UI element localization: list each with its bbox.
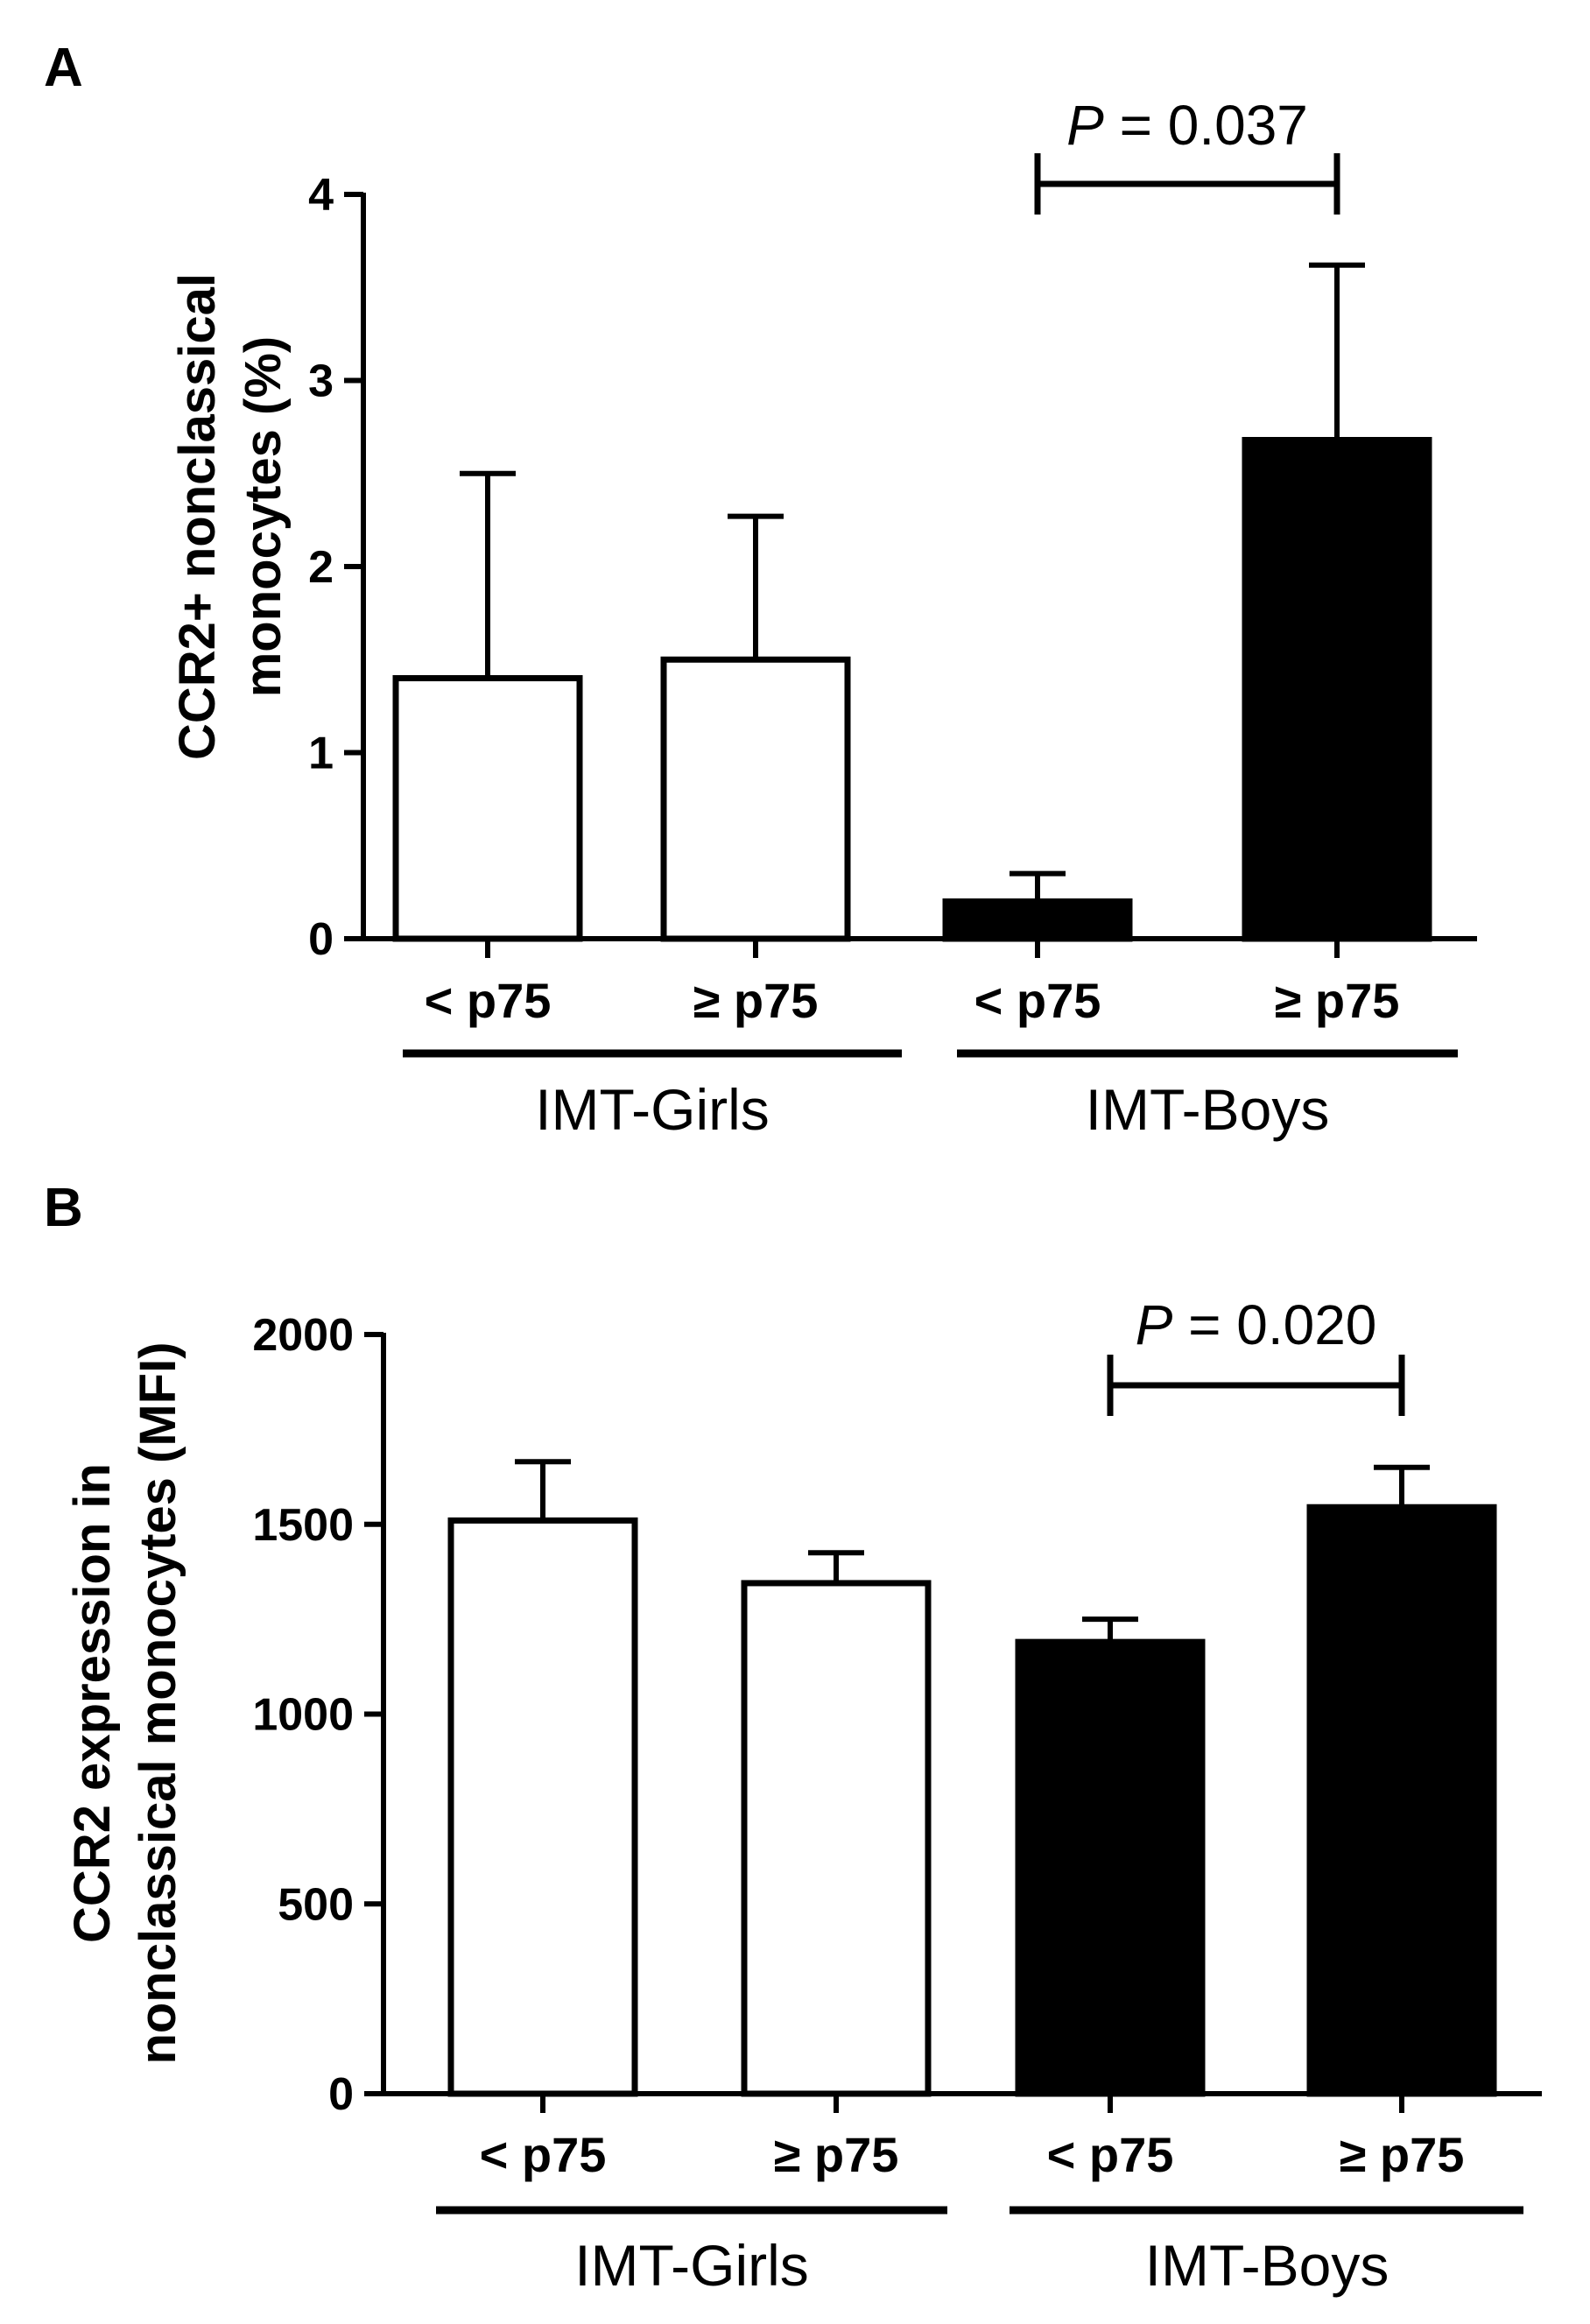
bar: [1242, 437, 1432, 942]
chart-panel-b: B 0 500 1000 1500 2000 CCR2 expression in noncl…: [44, 1178, 1542, 2298]
y-tick-label: 2000: [252, 1310, 354, 1361]
p-value-text: = 0.020: [1172, 1293, 1376, 1356]
category-label: ≥ p75: [1340, 2127, 1465, 2182]
y-tick-label: 3: [308, 356, 334, 407]
category-label: < p75: [1047, 2127, 1174, 2182]
panel-label: A: [44, 38, 83, 98]
bar: [392, 675, 583, 942]
y-tick-label: 500: [278, 1879, 354, 1930]
p-value-symbol: P: [1136, 1293, 1173, 1356]
y-tick-label: 0: [328, 2069, 354, 2120]
p-value-label: P = 0.037: [1066, 94, 1308, 157]
y-tick-label: 2: [308, 542, 334, 593]
group-label: IMT-Boys: [1086, 1077, 1330, 1142]
category-label: < p75: [480, 2127, 607, 2182]
panel-label: B: [44, 1178, 83, 1238]
group-label: IMT-Boys: [1145, 2233, 1389, 2298]
chart-panel-a: A 0 1 2 3 4 CCR2+ nonclassical monocytes (%) < p…: [44, 38, 1477, 1142]
y-axis-title-line: CCR2+ nonclassical: [169, 273, 226, 760]
bar: [1306, 1504, 1497, 2097]
y-tick-label: 0: [308, 914, 334, 965]
y-tick-label: 1: [308, 729, 334, 779]
p-value-text: = 0.037: [1104, 94, 1308, 157]
y-tick-label: 1500: [252, 1500, 354, 1551]
category-label: ≥ p75: [693, 973, 819, 1028]
bar: [660, 656, 851, 942]
y-tick-label: 4: [308, 170, 334, 221]
bar: [1015, 1638, 1206, 2097]
p-value-symbol: P: [1066, 94, 1104, 157]
bar: [942, 898, 1133, 942]
bar: [741, 1580, 932, 2097]
bar: [447, 1517, 638, 2097]
y-tick-label: 1000: [252, 1690, 354, 1741]
y-axis-title-line: CCR2 expression in: [64, 1463, 121, 1943]
y-axis-title-line: monocytes (%): [235, 336, 292, 698]
category-label: < p75: [425, 973, 552, 1028]
group-label: IMT-Girls: [574, 2233, 809, 2298]
group-label: IMT-Girls: [535, 1077, 770, 1142]
y-axis-title-line: nonclassical monocytes (MFI): [130, 1342, 186, 2064]
category-label: ≥ p75: [1275, 973, 1400, 1028]
p-value-label: P = 0.020: [1136, 1293, 1377, 1356]
category-label: ≥ p75: [774, 2127, 899, 2182]
category-label: < p75: [974, 973, 1101, 1028]
